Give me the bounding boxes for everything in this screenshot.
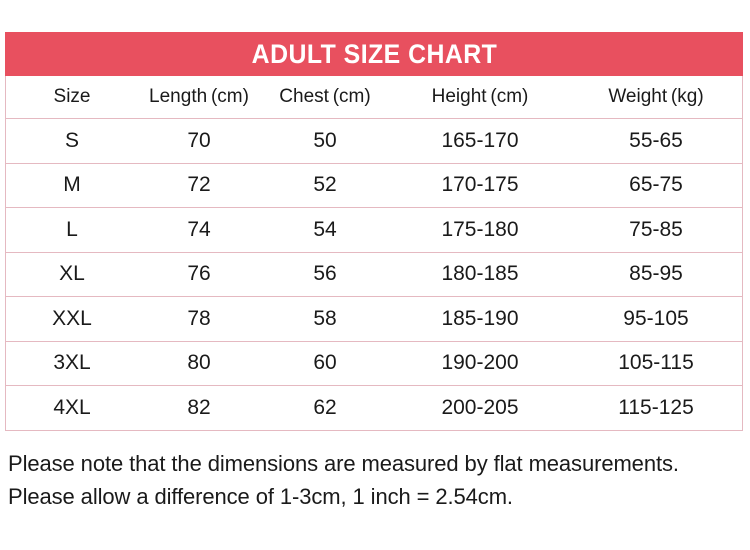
cell-chest: 54 <box>260 207 390 253</box>
size-table: Size Length (cm) Chest (cm) Height (cm) … <box>6 76 742 430</box>
cell-length: 78 <box>138 296 260 342</box>
size-chart-card: ADULT SIZE CHART Size Length (cm) Chest … <box>5 32 743 431</box>
footnote-line-1: Please note that the dimensions are meas… <box>8 451 679 476</box>
cell-length: 70 <box>138 118 260 164</box>
column-header-weight: Weight (kg) <box>570 76 742 119</box>
table-row: L 74 54 175-180 75-85 <box>6 207 742 253</box>
cell-chest: 62 <box>313 395 337 419</box>
cell-chest: 58 <box>260 296 390 342</box>
chart-title: ADULT SIZE CHART <box>251 38 497 69</box>
cell-weight: 85-95 <box>570 252 742 297</box>
table-row: M 72 52 170-175 65-75 <box>6 163 742 208</box>
cell-weight: 105-115 <box>570 341 742 386</box>
footnotes: Please note that the dimensions are meas… <box>8 447 750 513</box>
cell-height: 170-175 <box>390 163 570 208</box>
column-header-chest: Chest (cm) <box>260 76 390 119</box>
cell-height: 185-190 <box>390 296 570 342</box>
cell-weight: 65-75 <box>570 163 742 208</box>
cell-length: 72 <box>138 163 260 208</box>
cell-chest: 60 <box>260 341 390 386</box>
table-row: 4XL 82 62 200-205 115-125 <box>6 386 742 430</box>
cell-height: 190-200 <box>390 341 570 386</box>
cell-length: 80 <box>138 341 260 386</box>
table-row: XXL 78 58 185-190 95-105 <box>6 296 742 342</box>
cell-size: L <box>6 207 138 253</box>
table-head: Size Length (cm) Chest (cm) Height (cm) … <box>6 76 742 119</box>
table-row: XL 76 56 180-185 85-95 <box>6 252 742 297</box>
cell-height: 200-205 <box>441 395 519 419</box>
cell-height: 165-170 <box>390 118 570 164</box>
cell-weight: 95-105 <box>570 296 742 342</box>
cell-size: 3XL <box>6 341 138 386</box>
table-header-row: Size Length (cm) Chest (cm) Height (cm) … <box>6 76 742 119</box>
cell-size: XXL <box>6 296 138 342</box>
cell-length: 74 <box>138 207 260 253</box>
column-header-size: Size <box>6 76 138 119</box>
cell-chest: 52 <box>260 163 390 208</box>
cell-size: 4XL <box>53 395 91 419</box>
table-row: 3XL 80 60 190-200 105-115 <box>6 341 742 386</box>
cell-weight: 55-65 <box>570 118 742 164</box>
footnote-line-2: Please allow a difference of 1-3cm, 1 in… <box>8 484 513 509</box>
cell-weight: 75-85 <box>570 207 742 253</box>
cell-chest: 50 <box>260 118 390 164</box>
cell-length: 76 <box>138 252 260 297</box>
column-header-height: Height (cm) <box>390 76 570 119</box>
cell-size: XL <box>6 252 138 297</box>
cell-height: 180-185 <box>390 252 570 297</box>
cell-size: S <box>6 118 138 164</box>
cell-height: 175-180 <box>390 207 570 253</box>
cell-weight: 115-125 <box>618 395 694 419</box>
chart-banner: ADULT SIZE CHART <box>5 32 743 76</box>
cell-length: 82 <box>187 395 211 419</box>
column-header-length: Length (cm) <box>138 76 260 119</box>
cell-chest: 56 <box>260 252 390 297</box>
table-body: S 70 50 165-170 55-65 M 72 52 170-175 65… <box>6 118 742 430</box>
table-row: S 70 50 165-170 55-65 <box>6 118 742 164</box>
cell-size: M <box>6 163 138 208</box>
